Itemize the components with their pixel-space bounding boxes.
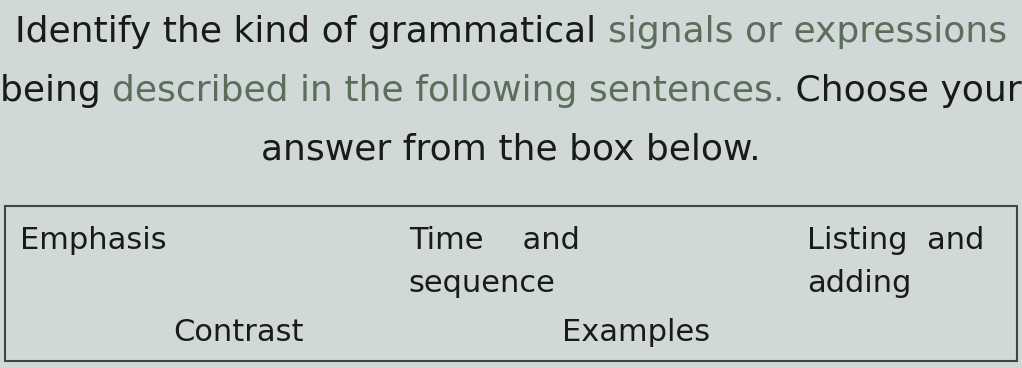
Text: Identify the kind of grammatical: Identify the kind of grammatical <box>15 15 608 49</box>
Text: Contrast: Contrast <box>174 318 305 347</box>
Text: adding: adding <box>807 269 912 298</box>
Text: Time    and: Time and <box>409 226 579 255</box>
Bar <box>5 206 1017 361</box>
Text: described in the following sentences.: described in the following sentences. <box>112 74 785 107</box>
Text: answer from the box below.: answer from the box below. <box>262 132 760 166</box>
Text: Listing  and: Listing and <box>807 226 985 255</box>
Text: Choose your: Choose your <box>785 74 1022 107</box>
Text: Examples: Examples <box>562 318 710 347</box>
Text: sequence: sequence <box>409 269 556 298</box>
Text: Emphasis: Emphasis <box>20 226 167 255</box>
Text: signals or expressions: signals or expressions <box>608 15 1007 49</box>
Text: being: being <box>0 74 112 107</box>
